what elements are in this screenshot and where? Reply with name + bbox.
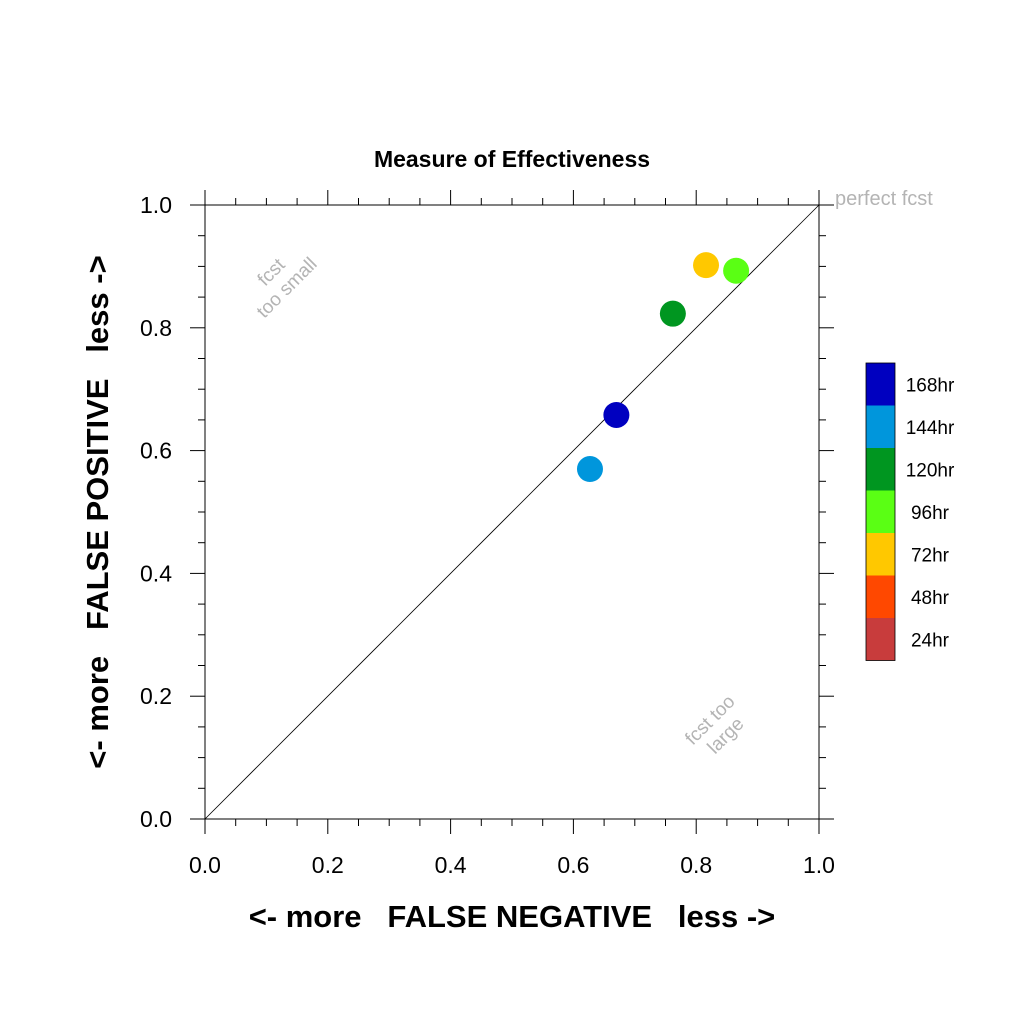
x-tick-label: 0.6 — [557, 852, 589, 878]
legend-label-24hr: 24hr — [911, 630, 950, 651]
perfect-forecast-label: perfect fcst — [835, 188, 933, 210]
x-tick-label: 0.0 — [189, 852, 221, 878]
x-axis-label: <- more FALSE NEGATIVE less -> — [249, 899, 776, 934]
legend: 168hr 144hr 120hr 96hr 72hr 48hr 24hr — [865, 362, 955, 661]
legend-swatch-144hr — [866, 405, 895, 448]
legend-swatch-120hr — [866, 448, 895, 491]
axis-ticks — [190, 190, 834, 834]
y-tick-label: 0.2 — [140, 683, 172, 709]
y-tick-label: 0.8 — [140, 315, 172, 341]
y-tick-label: 0.0 — [140, 806, 172, 832]
legend-label-48hr: 48hr — [911, 588, 950, 609]
y-tick-label: 0.4 — [140, 560, 172, 586]
y-axis-label: <- more FALSE POSITIVE less -> — [80, 255, 115, 768]
data-points — [576, 252, 750, 483]
x-tick-label: 0.2 — [312, 852, 344, 878]
too-small-annotation: fcst too small — [253, 254, 322, 323]
legend-label-72hr: 72hr — [911, 545, 950, 566]
y-tick-label: 1.0 — [140, 192, 172, 218]
chart-title: Measure of Effectiveness — [374, 146, 650, 172]
legend-label-120hr: 120hr — [906, 460, 955, 481]
too-small-line-2: too small — [253, 254, 322, 323]
too-large-annotation: fcst too large — [681, 691, 748, 758]
x-tick-label: 1.0 — [803, 852, 835, 878]
data-point-96hr — [723, 257, 750, 284]
data-point-120hr — [659, 300, 686, 327]
data-point-168hr — [603, 401, 630, 428]
x-tick-label: 0.8 — [680, 852, 712, 878]
legend-swatch-168hr — [866, 363, 895, 406]
perfect-forecast-line — [204, 204, 820, 820]
legend-border — [865, 362, 896, 661]
legend-swatch-24hr — [866, 618, 895, 661]
legend-label-144hr: 144hr — [906, 418, 955, 439]
legend-label-168hr: 168hr — [906, 375, 955, 396]
legend-swatch-48hr — [866, 575, 895, 618]
legend-label-96hr: 96hr — [911, 503, 950, 524]
data-point-144hr — [576, 456, 603, 483]
y-tick-label: 0.6 — [140, 438, 172, 464]
legend-swatch-72hr — [866, 533, 895, 576]
data-point-72hr — [693, 252, 720, 279]
legend-swatch-96hr — [866, 490, 895, 533]
x-tick-label: 0.4 — [435, 852, 467, 878]
